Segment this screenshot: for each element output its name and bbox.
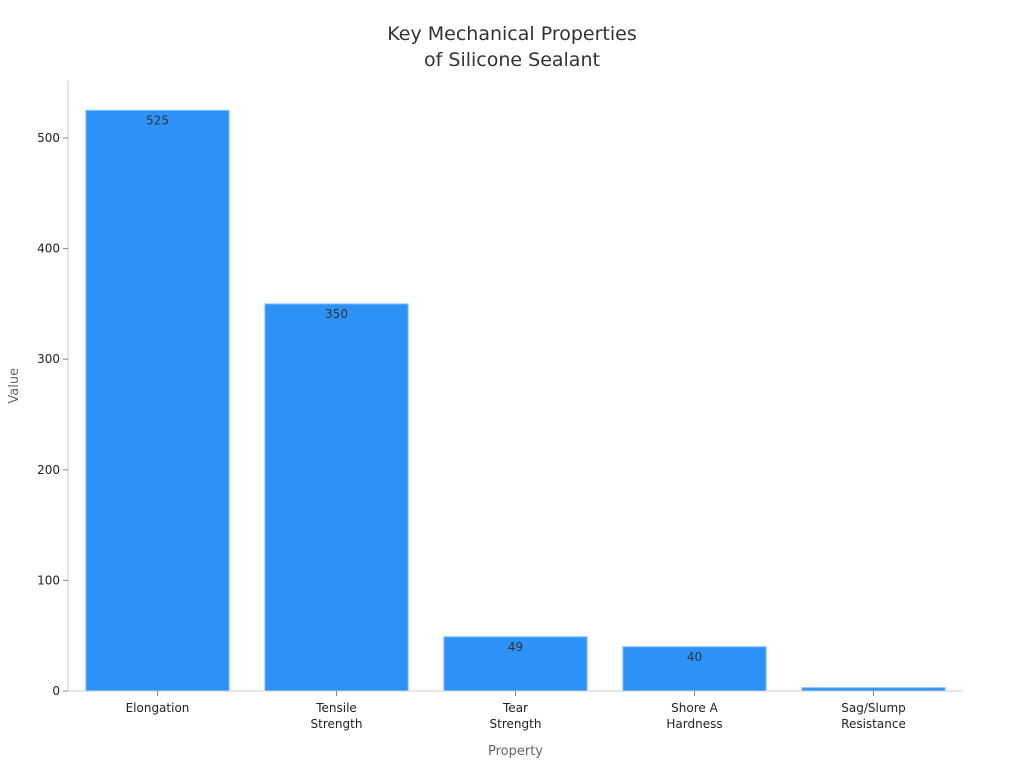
x-tick-label-line: Tensile bbox=[315, 701, 357, 715]
x-tick-label-line: Strength bbox=[311, 717, 363, 731]
x-tick-label: Sag/Slump Resistance bbox=[841, 701, 906, 731]
x-tick-label: Elongation bbox=[126, 701, 190, 715]
bar bbox=[443, 636, 588, 692]
chart-title-line: of Silicone Sealant bbox=[424, 49, 600, 71]
x-axis-label: Property bbox=[488, 744, 543, 759]
y-tick-label: 0 bbox=[52, 684, 60, 698]
x-tick-label-line: Sag/Slump bbox=[841, 701, 906, 715]
bar bbox=[85, 109, 230, 692]
x-tick-label: Shore A Hardness bbox=[666, 701, 722, 731]
y-tick-label: 400 bbox=[37, 242, 60, 256]
x-tick-label-line: Resistance bbox=[841, 717, 906, 731]
x-tick-label-line: Shore A bbox=[671, 701, 718, 715]
x-tick-label: Tear Strength bbox=[490, 701, 542, 731]
x-axis: Elongation Tensile Strength Tear Strength Sho… bbox=[68, 690, 963, 731]
y-tick-label: 500 bbox=[37, 131, 60, 145]
x-tick-label: Tensile Strength bbox=[311, 701, 363, 731]
bar bbox=[264, 303, 409, 692]
y-tick-label: 100 bbox=[37, 573, 60, 587]
bar-value-label: 49 bbox=[508, 640, 523, 654]
chart-title-text: Key Mechanical Properties of Silicone Sea… bbox=[387, 23, 636, 71]
y-axis: 0 100 200 300 400 500 bbox=[37, 80, 69, 698]
bars bbox=[85, 109, 946, 692]
bar-value-label: 525 bbox=[146, 113, 169, 127]
bar bbox=[622, 646, 767, 692]
x-tick-label-line: Strength bbox=[490, 717, 542, 731]
x-tick-label-line: Hardness bbox=[666, 717, 722, 731]
y-tick-label: 300 bbox=[37, 352, 60, 366]
y-tick-label: 200 bbox=[37, 463, 60, 477]
x-tick-label-line: Elongation bbox=[126, 701, 190, 715]
data-labels: 525 350 49 40 bbox=[146, 113, 702, 663]
chart-title-line: Key Mechanical Properties bbox=[387, 23, 636, 45]
x-tick-label-line: Tear bbox=[502, 701, 528, 715]
chart-title: Key Mechanical Properties of Silicone Sea… bbox=[387, 23, 636, 71]
y-axis-label: Value bbox=[7, 368, 22, 404]
bar-value-label: 40 bbox=[687, 650, 702, 664]
bar-value-label: 350 bbox=[325, 307, 348, 321]
